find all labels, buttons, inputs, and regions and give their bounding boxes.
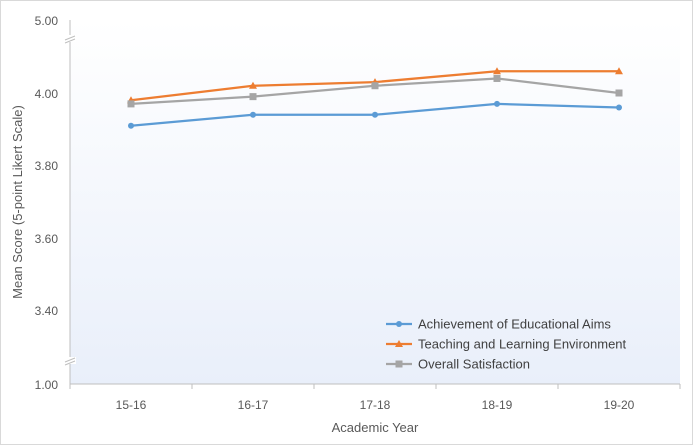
y-tick-label: 4.00 [35, 87, 59, 101]
legend-marker [395, 360, 403, 368]
data-point [249, 93, 257, 101]
y-tick-label: 3.60 [35, 232, 59, 246]
data-point [494, 100, 500, 107]
data-point [371, 82, 379, 90]
data-point [127, 100, 135, 108]
x-tick-label: 17-18 [360, 398, 391, 412]
legend-marker [395, 340, 403, 347]
data-point [249, 81, 257, 89]
data-point [493, 74, 501, 82]
x-tick-label: 18-19 [482, 398, 513, 412]
x-axis-title: Academic Year [332, 420, 419, 435]
legend-entry: Overall Satisfaction [418, 357, 530, 372]
data-point [616, 104, 622, 111]
data-point [128, 122, 134, 129]
y-tick-label: 3.40 [35, 304, 59, 318]
x-tick-label: 16-17 [238, 398, 269, 412]
data-point [615, 89, 623, 97]
axis-break-upper [64, 35, 76, 44]
data-point [372, 111, 378, 118]
legend-entry: Teaching and Learning Environment [418, 337, 627, 352]
axis-break-lower [64, 357, 76, 366]
y-axis-title: Mean Score (5-point Likert Scale) [10, 105, 25, 299]
x-tick-label: 15-16 [116, 398, 147, 412]
data-point [493, 67, 501, 75]
data-point [250, 111, 256, 118]
legend-marker [396, 321, 402, 327]
y-tick-label: 1.00 [35, 378, 59, 392]
legend: Achievement of Educational Aims Teaching … [386, 317, 627, 372]
legend-entry: Achievement of Educational Aims [418, 317, 611, 332]
y-tick-label: 5.00 [35, 14, 59, 28]
data-point [615, 67, 623, 75]
y-tick-label: 3.80 [35, 159, 59, 173]
x-tick-label: 19-20 [604, 398, 635, 412]
